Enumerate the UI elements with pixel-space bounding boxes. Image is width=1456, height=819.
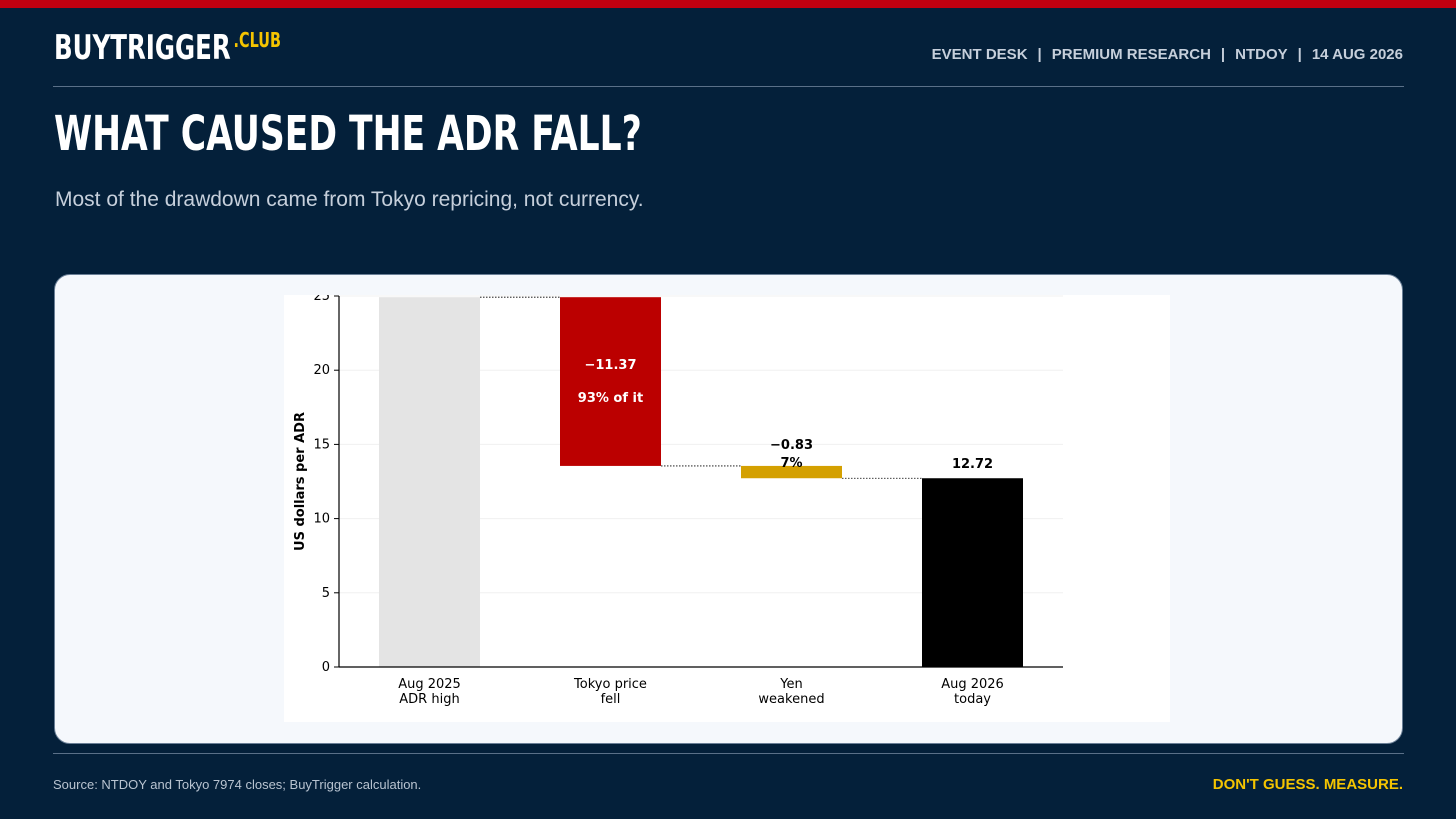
- x-tick-label-line: ADR high: [399, 692, 459, 707]
- share-label: 7%: [780, 456, 802, 471]
- y-tick-label: 15: [313, 437, 330, 452]
- x-tick-label-line: Aug 2025: [398, 677, 461, 692]
- y-tick-label: 20: [313, 363, 330, 378]
- x-tick-label-line: Aug 2026: [941, 677, 1004, 692]
- divider: [53, 86, 1404, 87]
- top-strip: [0, 0, 1456, 8]
- divider: [53, 753, 1404, 754]
- x-tick-label-line: Yen: [779, 677, 802, 692]
- y-tick-label: 5: [322, 586, 330, 601]
- header-meta: EVENT DESKPREMIUM RESEARCHNTDOY14 AUG 20…: [932, 46, 1403, 63]
- brand-suffix: .CLUB: [233, 28, 281, 52]
- bar: [741, 465, 842, 479]
- x-tick-label: Aug 2026 today: [941, 677, 1004, 707]
- brand-name: BUYTRIGGER: [54, 28, 231, 68]
- brand: BUYTRIGGER .CLUB: [54, 28, 281, 68]
- share-label: 93% of it: [578, 391, 643, 406]
- bar: [560, 297, 661, 466]
- y-tick-label: 25: [313, 295, 330, 304]
- x-tick-label: Tokyo price fell: [573, 677, 647, 707]
- value-label: −0.83: [770, 438, 813, 453]
- bar: [922, 478, 1023, 667]
- source: Source: NTDOY and Tokyo 7974 closes; Buy…: [53, 777, 422, 792]
- subtitle: Most of the drawdown came from Tokyo rep…: [55, 188, 644, 211]
- x-tick-label: Yen weakened: [758, 677, 824, 707]
- tagline: DON'T GUESS. MEASURE.: [1212, 776, 1403, 793]
- chart: 0 5 10 15 20 25 US dollars per ADR Aug 2025 ADR …: [284, 295, 1170, 722]
- y-tick-label: 0: [322, 660, 330, 675]
- value-label: 12.72: [952, 457, 993, 472]
- x-tick-label-line: fell: [601, 692, 621, 707]
- x-tick-label-line: Tokyo price: [573, 677, 647, 692]
- meta-item: NTDOY: [1211, 46, 1288, 63]
- x-tick-label-line: today: [954, 692, 991, 707]
- y-axis-label: US dollars per ADR: [293, 412, 308, 551]
- title: WHAT CAUSED THE ADR FALL?: [54, 106, 642, 162]
- bar: [379, 297, 480, 667]
- meta-item: EVENT DESK: [931, 46, 1028, 63]
- meta-item: PREMIUM RESEARCH: [1028, 46, 1211, 63]
- x-tick-label-line: weakened: [758, 692, 824, 707]
- y-tick-label: 10: [313, 512, 330, 527]
- x-tick-label: Aug 2025 ADR high: [398, 677, 461, 707]
- value-label: −11.37: [584, 358, 636, 373]
- meta-item: 14 AUG 2026: [1288, 46, 1403, 63]
